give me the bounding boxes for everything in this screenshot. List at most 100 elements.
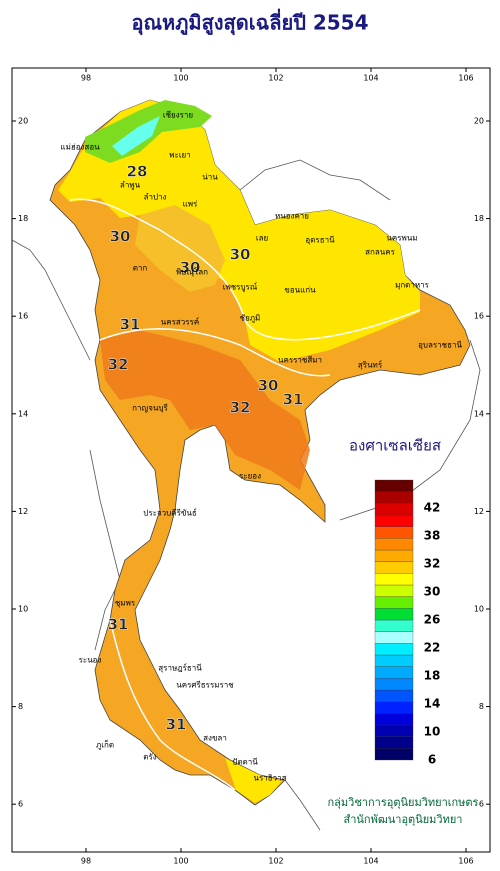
lon-tick-label: 98 bbox=[81, 74, 91, 83]
contours bbox=[69, 198, 421, 791]
place-label: นราธิวาส bbox=[253, 774, 286, 783]
lon-tick-label: 98 bbox=[81, 857, 91, 866]
lon-tick-label: 100 bbox=[173, 857, 188, 866]
credit: กลุ่มวิชาการอุตุนิยมวิทยาเกษตร bbox=[328, 796, 479, 809]
place-label: ปัตตานี bbox=[232, 758, 258, 767]
place-label: แพร่ bbox=[183, 200, 198, 209]
contour-label: 30 bbox=[180, 259, 201, 277]
hot-zone bbox=[100, 330, 310, 490]
neighbor-borders bbox=[11, 159, 481, 831]
lat-tick-label: 20 bbox=[18, 117, 28, 126]
legend-label: 32 bbox=[424, 557, 441, 571]
place-label: นครพนม bbox=[386, 234, 417, 243]
place-label: ระยอง bbox=[239, 472, 261, 481]
place-label: สุรินทร์ bbox=[358, 360, 383, 370]
place-label: นครสวรรค์ bbox=[161, 317, 199, 327]
place-label: นครศรีธรรมราช bbox=[176, 681, 234, 690]
lon-tick-label: 106 bbox=[458, 74, 473, 83]
lat-tick-label: 6 bbox=[18, 800, 23, 809]
lat-tick-label: 6 bbox=[479, 800, 484, 809]
legend-label: 22 bbox=[424, 641, 441, 655]
place-label: แม่ฮ่องสอน bbox=[60, 143, 100, 152]
place-label: อุบลราชธานี bbox=[418, 341, 462, 350]
lat-tick-label: 14 bbox=[18, 409, 28, 418]
place-label: พิษณุโลก bbox=[176, 267, 208, 277]
lat-tick-label: 8 bbox=[18, 702, 23, 711]
place-label: เลย bbox=[256, 234, 268, 243]
contour-line bbox=[69, 198, 421, 341]
place-label: อุดรธานี bbox=[305, 236, 335, 245]
place-label: ลำพูน bbox=[120, 181, 141, 191]
lon-tick-label: 106 bbox=[458, 857, 473, 866]
legend-cell bbox=[374, 491, 414, 504]
lat-tick-label: 14 bbox=[474, 409, 484, 418]
place-label: พะเยา bbox=[169, 151, 190, 160]
lat-tick-label: 18 bbox=[18, 214, 28, 223]
lat-tick-label: 16 bbox=[474, 312, 484, 321]
legend-cell bbox=[374, 654, 414, 667]
contour-label: 31 bbox=[120, 316, 141, 334]
place-label: ชัยภูมิ bbox=[240, 314, 261, 324]
lon-tick-label: 102 bbox=[268, 857, 283, 866]
legend-cell bbox=[374, 584, 414, 597]
place-label: ระนอง bbox=[79, 656, 102, 665]
warm-zone bbox=[135, 205, 225, 292]
place-label: มุกดาหาร bbox=[395, 281, 430, 290]
lon-tick-label: 100 bbox=[173, 74, 188, 83]
place-label: กาญจนบุรี bbox=[132, 404, 168, 413]
border-line bbox=[11, 239, 91, 361]
legend-label: 14 bbox=[424, 697, 441, 711]
lat-tick-label: 12 bbox=[18, 507, 28, 516]
legend-cell bbox=[374, 724, 414, 737]
legend-cell bbox=[374, 526, 414, 539]
legend-cell bbox=[374, 678, 414, 691]
legend-cell bbox=[374, 713, 414, 726]
place-label: เชียงราย bbox=[163, 111, 193, 120]
legend-label: 42 bbox=[424, 501, 441, 515]
place-label: ประจวบคีรีขันธ์ bbox=[143, 508, 197, 518]
legend-label: 18 bbox=[424, 669, 441, 683]
legend-cell bbox=[374, 573, 414, 586]
border-line bbox=[239, 159, 391, 201]
cool-zone bbox=[58, 100, 420, 362]
lat-tick-label: 8 bbox=[479, 702, 484, 711]
contour-label: 30 bbox=[258, 377, 279, 395]
legend-cell bbox=[374, 631, 414, 644]
contour-label: 32 bbox=[230, 399, 251, 417]
legend-cell bbox=[374, 701, 414, 714]
legend-label: 10 bbox=[424, 725, 441, 739]
place-label: สุราษฎร์ธานี bbox=[158, 663, 202, 673]
place-label: ตรัง bbox=[143, 753, 156, 762]
legend: องศาเซลเซียส 6 10 14 18 22 26 30 32 38 42 bbox=[349, 437, 441, 767]
lat-tick-label: 12 bbox=[474, 507, 484, 516]
legend-label: 26 bbox=[424, 613, 441, 627]
contour-line bbox=[99, 328, 331, 377]
contour-line bbox=[109, 619, 236, 791]
legend-cell bbox=[374, 479, 414, 492]
place-label: เพชรบูรณ์ bbox=[223, 282, 258, 293]
legend-cell bbox=[374, 538, 414, 551]
south-cool-zone bbox=[225, 758, 282, 803]
contour-label: 31 bbox=[283, 391, 304, 409]
border-line bbox=[284, 779, 321, 831]
legend-cell bbox=[374, 619, 414, 632]
legend-title: องศาเซลเซียส bbox=[349, 437, 441, 455]
legend-cell bbox=[374, 666, 414, 679]
lon-tick-label: 104 bbox=[363, 857, 378, 866]
credit: สำนักพัฒนาอุตุนิยมวิทยา bbox=[344, 813, 463, 826]
place-label: นครราชสีมา bbox=[278, 356, 322, 365]
lat-tick-label: 18 bbox=[474, 214, 484, 223]
place-label: สงขลา bbox=[203, 734, 227, 743]
lat-tick-label: 10 bbox=[474, 605, 484, 614]
legend-cell bbox=[374, 549, 414, 562]
place-label: ตาก bbox=[133, 264, 148, 273]
contour-label: 28 bbox=[127, 163, 148, 181]
lat-tick-label: 16 bbox=[18, 312, 28, 321]
contour-label: 30 bbox=[230, 246, 251, 264]
place-label: หนองคาย bbox=[275, 212, 309, 221]
contour-label: 31 bbox=[166, 716, 187, 734]
place-label: ภูเก็ต bbox=[96, 740, 114, 751]
lat-tick-label: 10 bbox=[18, 605, 28, 614]
